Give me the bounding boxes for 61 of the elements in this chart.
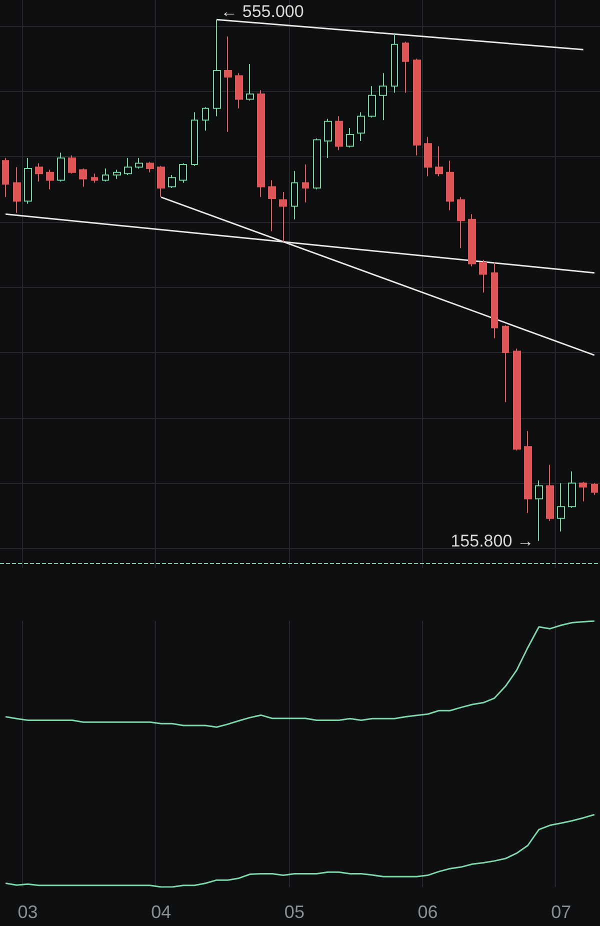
x-tick-label: 04: [151, 902, 172, 922]
candlestick: [135, 157, 143, 169]
x-tick-label: 03: [18, 902, 38, 922]
candlestick: [235, 72, 243, 109]
x-tick-label: 05: [284, 902, 304, 922]
candlestick: [568, 470, 576, 508]
candlestick: [491, 262, 498, 339]
candlestick: [46, 169, 54, 190]
candlestick: [91, 173, 98, 184]
candlestick: [279, 191, 287, 242]
candlestick: [35, 162, 43, 182]
candlestick: [446, 160, 454, 211]
candlestick: [357, 112, 365, 142]
annotation: ← 555.000: [220, 2, 304, 22]
candlestick: [302, 164, 309, 203]
candlestick: [402, 41, 409, 94]
candlestick: [457, 196, 465, 249]
candlestick: [513, 348, 521, 451]
candlestick: [413, 58, 421, 156]
x-tick-label: 07: [551, 902, 572, 922]
candlestick: [557, 482, 565, 532]
candlestick: [391, 33, 398, 94]
candlestick: [257, 90, 265, 198]
candlestick: [179, 162, 187, 184]
candlestick: [224, 36, 232, 132]
candlestick: [24, 157, 32, 204]
candlestick: [313, 138, 321, 190]
candlestick: [68, 154, 76, 174]
candlestick: [346, 127, 354, 148]
x-tick-label: 06: [418, 902, 438, 922]
candlestick: [146, 161, 154, 173]
candlestick: [102, 168, 109, 182]
candlestick: [324, 118, 332, 158]
candlestick: [291, 170, 298, 220]
candlestick: [368, 86, 376, 118]
candlestick: [335, 116, 343, 151]
candlestick: [535, 480, 543, 542]
candlestick: [502, 324, 509, 403]
candlestick: [379, 72, 387, 121]
annotation: 155.800 →: [450, 531, 534, 550]
candlestick: [213, 19, 221, 117]
candlestick: [546, 464, 554, 522]
candlestick: [524, 430, 532, 514]
candlestick: [424, 136, 432, 177]
candlestick: [591, 482, 598, 496]
candlestick: [202, 106, 209, 132]
candlestick: [57, 152, 65, 182]
candlestick: [79, 168, 87, 188]
candlestick: [168, 174, 176, 189]
candlestick: [124, 157, 132, 176]
candlestick: [113, 169, 121, 180]
candlestick: [468, 214, 476, 267]
candlestick: [13, 166, 21, 214]
candlestick: [435, 146, 443, 177]
candlestick: [2, 157, 9, 198]
candlestick: [157, 165, 165, 198]
candlestick: [579, 481, 587, 502]
candlestick: [191, 112, 198, 166]
candlestick: [268, 180, 276, 232]
candlestick: [479, 259, 487, 293]
candlestick: [246, 63, 254, 102]
